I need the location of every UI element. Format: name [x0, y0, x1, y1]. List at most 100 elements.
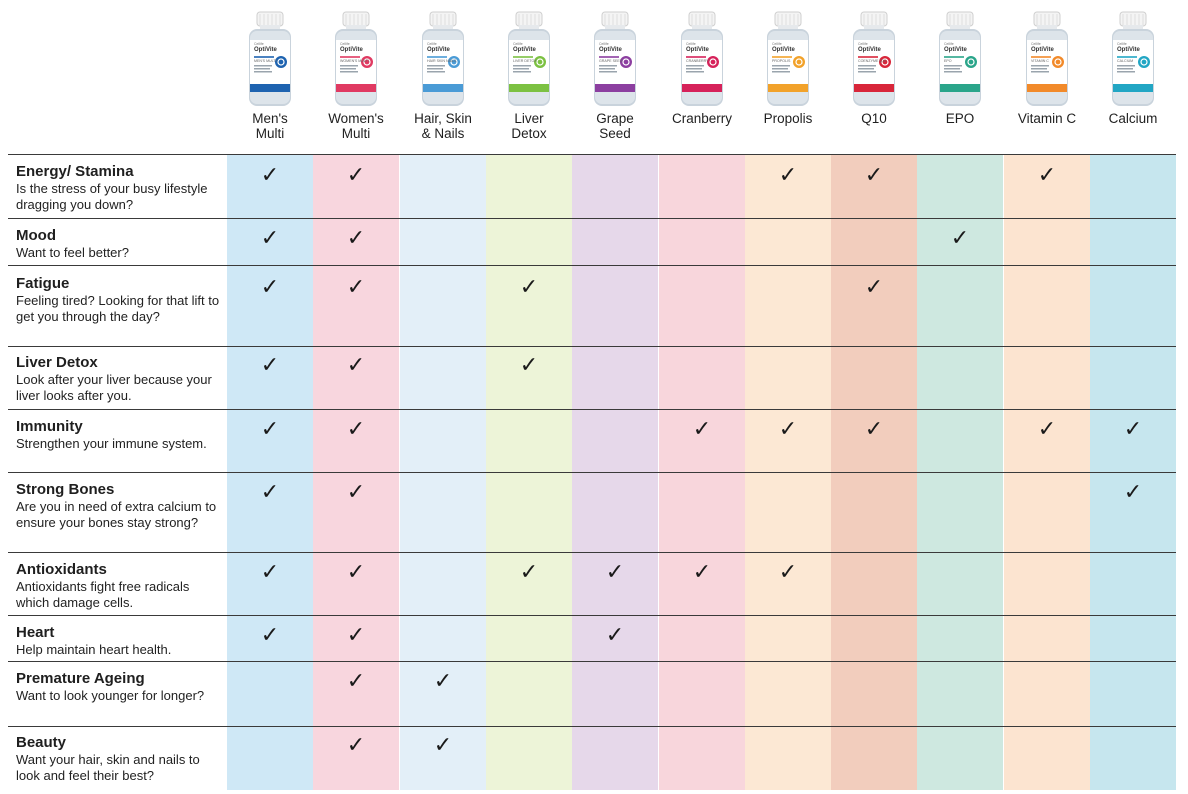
svg-text:Cellife: Cellife	[944, 42, 954, 46]
benefit-title: Beauty	[16, 734, 67, 751]
svg-text:OptiVite: OptiVite	[858, 47, 882, 53]
svg-text:MEN'S MULTI: MEN'S MULTI	[254, 59, 277, 63]
svg-text:Cellife: Cellife	[858, 42, 868, 46]
svg-text:Cellife: Cellife	[254, 42, 264, 46]
checkmark-icon: ✓	[346, 163, 366, 188]
product-name: Calcium	[1108, 111, 1158, 126]
checkmark-icon: ✓	[346, 353, 366, 378]
row-divider	[8, 154, 1176, 155]
checkmark-icon: ✓	[346, 417, 366, 442]
checkmark-icon: ✓	[692, 560, 712, 585]
benefit-row-label: Energy/ Stamina Is the stress of your bus…	[16, 163, 226, 214]
checkmark-icon: ✓	[260, 560, 280, 585]
svg-text:WOMEN'S MULTI: WOMEN'S MULTI	[340, 59, 369, 63]
checkmark-icon: ✓	[346, 275, 366, 300]
row-divider	[8, 472, 1176, 473]
benefit-row-label: Strong Bones Are you in need of extra cal…	[16, 481, 226, 532]
checkmark-icon: ✓	[864, 417, 884, 442]
product-name: Liver Detox	[511, 111, 547, 141]
svg-text:OptiVite: OptiVite	[1117, 47, 1141, 53]
benefit-title: Immunity	[16, 418, 83, 435]
svg-text:HAIR SKIN NAILS: HAIR SKIN NAILS	[427, 59, 457, 63]
svg-text:OptiVite: OptiVite	[772, 47, 796, 53]
benefit-title: Mood	[16, 227, 56, 244]
svg-text:OptiVite: OptiVite	[427, 47, 451, 53]
checkmark-icon: ✓	[260, 417, 280, 442]
svg-text:CALCIUM: CALCIUM	[1117, 59, 1133, 63]
benefit-description: Look after your liver because your liver…	[16, 372, 212, 404]
product-header: Cellife OptiVite MEN'S MULTI Men's Multi	[227, 10, 313, 141]
product-name: Propolis	[763, 111, 813, 126]
checkmark-icon: ✓	[260, 275, 280, 300]
svg-text:Cellife: Cellife	[599, 42, 609, 46]
product-name: Grape Seed	[596, 111, 634, 141]
benefit-title: Premature Ageing	[16, 670, 145, 687]
benefit-description: Is the stress of your busy lifestyle dra…	[16, 181, 208, 213]
benefit-description: Feeling tired? Looking for that lift to …	[16, 293, 220, 325]
benefit-row-label: Mood Want to feel better?	[16, 227, 226, 261]
benefit-title: Liver Detox	[16, 354, 98, 371]
checkmark-icon: ✓	[346, 669, 366, 694]
svg-text:EPO: EPO	[944, 59, 952, 63]
checkmark-icon: ✓	[260, 353, 280, 378]
row-divider	[8, 615, 1176, 616]
row-divider	[8, 218, 1176, 219]
svg-text:OptiVite: OptiVite	[254, 47, 278, 53]
checkmark-icon: ✓	[519, 275, 539, 300]
svg-text:OptiVite: OptiVite	[340, 47, 364, 53]
product-header: Cellife OptiVite LIVER DETOX Liver Detox	[486, 10, 572, 141]
product-name: Vitamin C	[1017, 111, 1077, 126]
svg-text:LIVER DETOX: LIVER DETOX	[513, 59, 537, 63]
checkmark-icon: ✓	[433, 733, 453, 758]
checkmark-icon: ✓	[605, 623, 625, 648]
checkmark-icon: ✓	[778, 417, 798, 442]
benefit-row-label: Beauty Want your hair, skin and nails to …	[16, 734, 226, 785]
checkmark-icon: ✓	[864, 275, 884, 300]
svg-text:OptiVite: OptiVite	[513, 47, 537, 53]
row-divider	[8, 265, 1176, 266]
svg-text:OptiVite: OptiVite	[599, 47, 623, 53]
product-name: EPO	[945, 111, 975, 126]
product-header: Cellife OptiVite GRAPE SEED Grape Seed	[572, 10, 658, 141]
benefit-row-label: Antioxidants Antioxidants fight free radi…	[16, 561, 226, 612]
checkmark-icon: ✓	[433, 669, 453, 694]
benefit-description: Help maintain heart health.	[16, 642, 172, 657]
checkmark-icon: ✓	[605, 560, 625, 585]
checkmark-icon: ✓	[778, 163, 798, 188]
product-header: Cellife OptiVite PROPOLIS Propolis	[745, 10, 831, 126]
svg-text:Cellife: Cellife	[1117, 42, 1127, 46]
row-divider	[8, 661, 1176, 662]
svg-text:Cellife: Cellife	[1031, 42, 1041, 46]
product-name: Cranberry	[671, 111, 733, 126]
row-divider	[8, 346, 1176, 347]
product-header: Cellife OptiVite CALCIUM Calcium	[1090, 10, 1176, 126]
checkmark-icon: ✓	[260, 623, 280, 648]
checkmark-icon: ✓	[1037, 163, 1057, 188]
product-header: Cellife OptiVite HAIR SKIN NAILS Hair, Skin…	[400, 10, 486, 141]
svg-text:CRANBERRY: CRANBERRY	[686, 59, 709, 63]
product-header: Cellife OptiVite WOMEN'S MULTI Women's Mult…	[313, 10, 399, 141]
svg-text:OptiVite: OptiVite	[1031, 47, 1055, 53]
svg-text:Cellife: Cellife	[513, 42, 523, 46]
benefit-title: Energy/ Stamina	[16, 163, 134, 180]
benefit-description: Antioxidants fight free radicals which d…	[16, 579, 190, 611]
checkmark-icon: ✓	[346, 560, 366, 585]
product-header: Cellife OptiVite VITAMIN C Vitamin C	[1004, 10, 1090, 126]
checkmark-icon: ✓	[950, 226, 970, 251]
row-divider	[8, 409, 1176, 410]
benefit-row-label: Liver Detox Look after your liver because…	[16, 354, 226, 405]
svg-text:Cellife: Cellife	[427, 42, 437, 46]
benefit-title: Strong Bones	[16, 481, 115, 498]
svg-text:GRAPE SEED: GRAPE SEED	[599, 59, 623, 63]
row-divider	[8, 726, 1176, 727]
checkmark-icon: ✓	[519, 560, 539, 585]
